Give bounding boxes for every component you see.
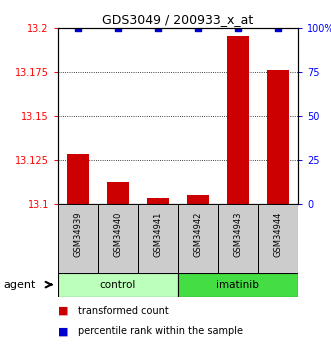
Bar (138, 204, 178, 273)
Text: control: control (100, 280, 136, 289)
Bar (267, 70, 289, 204)
Bar (218, 204, 258, 273)
Bar (58, 204, 98, 273)
Bar (98, 204, 138, 273)
Text: GSM34943: GSM34943 (233, 212, 242, 257)
Bar (258, 204, 298, 273)
Bar (58, 273, 178, 297)
Text: GSM34939: GSM34939 (73, 212, 82, 257)
Text: imatinib: imatinib (216, 280, 260, 289)
Text: agent: agent (3, 280, 36, 289)
Text: percentile rank within the sample: percentile rank within the sample (78, 326, 243, 336)
Bar (178, 273, 298, 297)
Text: GSM34944: GSM34944 (273, 212, 282, 257)
Bar (107, 183, 129, 204)
Text: ■: ■ (58, 306, 72, 315)
Point (235, 25, 241, 30)
Point (195, 25, 201, 30)
Bar (227, 36, 249, 204)
Point (275, 25, 281, 30)
Text: GSM34940: GSM34940 (114, 212, 122, 257)
Point (75, 25, 80, 30)
Point (155, 25, 161, 30)
Bar (67, 154, 89, 204)
Text: ■: ■ (58, 326, 72, 336)
Point (115, 25, 120, 30)
Text: GSM34942: GSM34942 (193, 212, 203, 257)
Bar (147, 198, 169, 204)
Text: GSM34941: GSM34941 (153, 212, 163, 257)
Bar (187, 195, 209, 204)
Text: transformed count: transformed count (78, 306, 168, 315)
Title: GDS3049 / 200933_x_at: GDS3049 / 200933_x_at (102, 13, 254, 27)
Bar (178, 204, 218, 273)
